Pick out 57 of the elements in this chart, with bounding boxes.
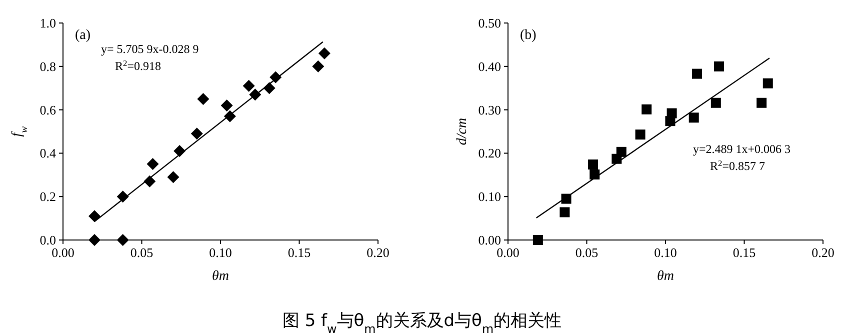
y-tick-label: 1.0 (40, 16, 56, 30)
y-tick-label: 0.6 (40, 102, 56, 118)
point (762, 78, 773, 88)
point (642, 104, 652, 114)
point (197, 92, 210, 105)
annotation: (a) (75, 28, 91, 43)
point (590, 169, 600, 180)
y-tick-label: 0.8 (40, 58, 56, 74)
y-tick-label: 0.20 (478, 146, 501, 161)
x-tick-label: 0.20 (366, 245, 390, 260)
annotation: y= 5.705 9x-0.028 9 (101, 42, 199, 56)
y-tick-label: 0.50 (478, 16, 501, 30)
point (692, 68, 702, 79)
y-tick-label: 0.30 (478, 102, 501, 118)
x-tick-label: 0.20 (812, 245, 834, 260)
point (688, 112, 699, 123)
point (635, 130, 646, 140)
point (318, 47, 330, 60)
point (167, 171, 180, 184)
y-tick-label: 0.40 (478, 58, 501, 74)
y-axis-title: d/cm (455, 118, 470, 146)
point (88, 234, 100, 246)
point (190, 128, 203, 140)
annotation: y=2.489 1x+0.006 3 (693, 142, 791, 156)
x-tick-label: 0.00 (496, 245, 520, 260)
x-axis-title: θm (212, 269, 229, 284)
x-tick-label: 0.00 (52, 245, 74, 260)
point (710, 98, 721, 108)
point (616, 146, 626, 157)
annotation: (b) (520, 28, 537, 43)
x-tick-label: 0.05 (130, 245, 154, 260)
y-tick-label: 0.4 (40, 146, 56, 161)
caption: 图 5 f$_{w}$与θ$_{m}$的关系及d与θ$_{m}$的相关性 (282, 311, 562, 336)
point (88, 210, 100, 222)
point (146, 158, 159, 170)
x-tick-label: 0.10 (209, 245, 232, 260)
x-tick-label: 0.15 (288, 245, 311, 260)
point (666, 108, 677, 118)
point (560, 207, 570, 218)
point (714, 61, 724, 72)
y-tick-label: 0.00 (478, 232, 501, 248)
point (242, 80, 255, 92)
x-tick-label: 0.15 (732, 245, 756, 260)
annotation: R$^{2}$=0.857 7 (710, 158, 765, 173)
point (588, 159, 598, 170)
point (312, 60, 324, 72)
y-tick-label: 0.0 (40, 232, 56, 248)
annotation: R$^{2}$=0.918 (115, 58, 161, 73)
x-tick-label: 0.10 (654, 245, 677, 260)
y-tick-label: 0.10 (478, 189, 501, 204)
point (116, 234, 129, 246)
y-tick-label: 0.2 (40, 189, 56, 204)
x-axis-title: θm (657, 269, 674, 284)
point (220, 99, 233, 112)
point (532, 235, 543, 245)
point (756, 98, 767, 108)
x-tick-label: 0.05 (575, 245, 598, 260)
